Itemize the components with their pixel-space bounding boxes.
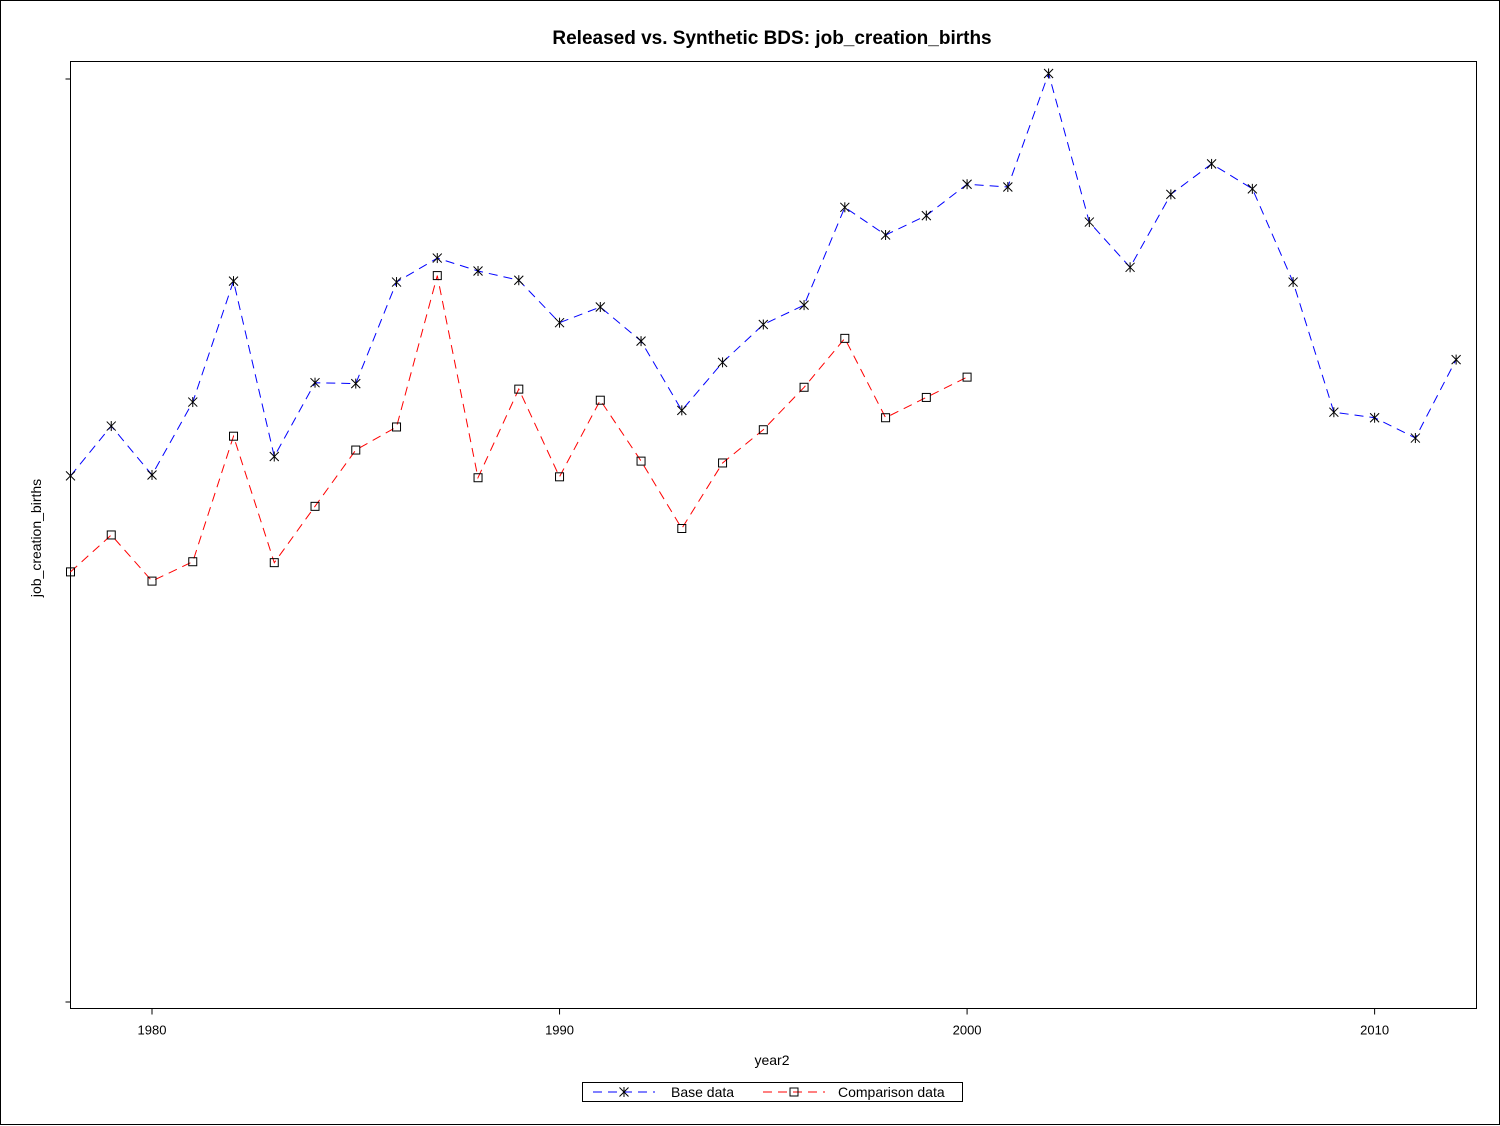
x-tick-label-2000: 2000 bbox=[953, 1023, 982, 1038]
data-point-base-data-2005 bbox=[1165, 189, 1176, 200]
data-point-base-data-2003 bbox=[1084, 217, 1095, 228]
data-point-base-data-1982 bbox=[228, 276, 239, 287]
data-point-comparison-data-1998 bbox=[881, 413, 891, 423]
data-point-base-data-1979 bbox=[106, 421, 117, 432]
data-point-comparison-data-2000 bbox=[962, 372, 972, 382]
data-point-base-data-1989 bbox=[513, 275, 524, 286]
data-point-base-data-2002 bbox=[1043, 68, 1054, 79]
data-point-comparison-data-1995 bbox=[758, 425, 768, 435]
data-point-base-data-1986 bbox=[391, 277, 402, 288]
data-point-comparison-data-1984 bbox=[310, 501, 320, 511]
data-point-base-data-1978 bbox=[65, 470, 76, 481]
data-point-base-data-2011 bbox=[1410, 433, 1421, 444]
legend-marker-comparison-data bbox=[789, 1087, 799, 1097]
data-point-comparison-data-1981 bbox=[188, 557, 198, 567]
data-point-base-data-1998 bbox=[880, 229, 891, 240]
data-point-comparison-data-1994 bbox=[718, 458, 728, 468]
x-tick-label-2010: 2010 bbox=[1360, 1023, 1389, 1038]
data-point-base-data-1994 bbox=[717, 357, 728, 368]
data-point-base-data-1991 bbox=[595, 301, 606, 312]
data-point-base-data-1992 bbox=[636, 336, 646, 347]
data-point-comparison-data-1985 bbox=[351, 445, 361, 455]
data-point-comparison-data-1993 bbox=[677, 524, 687, 534]
data-point-comparison-data-1999 bbox=[921, 392, 931, 402]
data-point-comparison-data-1980 bbox=[147, 576, 157, 586]
data-point-base-data-2008 bbox=[1288, 277, 1298, 288]
data-point-base-data-1997 bbox=[839, 202, 850, 213]
data-point-comparison-data-1992 bbox=[636, 456, 646, 466]
data-point-base-data-2010 bbox=[1369, 412, 1380, 423]
series-comparison-data bbox=[66, 271, 972, 586]
data-point-comparison-data-1989 bbox=[514, 384, 524, 394]
series-line-comparison-data bbox=[70, 275, 968, 582]
data-point-comparison-data-1996 bbox=[799, 382, 809, 392]
series-layer bbox=[65, 68, 1461, 586]
data-point-comparison-data-1987 bbox=[432, 271, 442, 281]
data-point-base-data-1985 bbox=[350, 378, 361, 389]
series-line-base-data bbox=[70, 71, 1457, 477]
legend-box bbox=[582, 1082, 963, 1102]
data-point-comparison-data-1986 bbox=[392, 422, 402, 432]
data-point-base-data-2009 bbox=[1329, 407, 1339, 418]
data-point-base-data-1987 bbox=[432, 253, 443, 264]
legend-items: Base data Comparison data bbox=[593, 1084, 945, 1100]
data-point-comparison-data-1990 bbox=[555, 472, 565, 482]
x-tick-label-1990: 1990 bbox=[545, 1023, 574, 1038]
legend-item-base-data: Base data bbox=[593, 1084, 734, 1100]
data-point-base-data-1981 bbox=[187, 397, 198, 408]
data-point-base-data-2012 bbox=[1451, 354, 1461, 365]
data-point-base-data-1995 bbox=[758, 319, 769, 330]
data-point-comparison-data-1991 bbox=[595, 395, 605, 405]
data-point-base-data-1983 bbox=[269, 451, 280, 462]
data-point-base-data-1984 bbox=[310, 377, 320, 388]
data-point-base-data-2000 bbox=[962, 179, 972, 190]
y-axis-ticks bbox=[65, 78, 71, 1003]
data-point-base-data-1990 bbox=[554, 317, 565, 328]
data-point-base-data-1999 bbox=[921, 210, 932, 221]
data-point-comparison-data-1978 bbox=[66, 567, 75, 577]
data-point-comparison-data-1983 bbox=[269, 558, 279, 568]
data-point-base-data-2004 bbox=[1125, 262, 1135, 273]
data-point-base-data-2007 bbox=[1247, 183, 1258, 194]
chart-title: Released vs. Synthetic BDS: job_creation… bbox=[552, 28, 991, 49]
y-axis-label: job_creation_births bbox=[28, 479, 44, 598]
data-point-comparison-data-1982 bbox=[229, 431, 239, 441]
data-point-comparison-data-1979 bbox=[106, 530, 116, 540]
legend-label-comparison-data: Comparison data bbox=[838, 1084, 945, 1100]
legend-item-comparison-data: Comparison data bbox=[763, 1084, 945, 1100]
data-point-base-data-2001 bbox=[1002, 181, 1013, 192]
x-tick-label-1980: 1980 bbox=[138, 1023, 167, 1038]
data-point-base-data-1996 bbox=[799, 300, 809, 311]
legend-label-base-data: Base data bbox=[671, 1084, 734, 1100]
data-point-base-data-2006 bbox=[1206, 158, 1217, 169]
data-point-base-data-1980 bbox=[147, 469, 157, 480]
series-base-data bbox=[65, 68, 1461, 481]
x-axis-label: year2 bbox=[754, 1052, 789, 1068]
x-axis-ticks: 1980 1990 2000 2010 bbox=[138, 1008, 1389, 1038]
data-point-base-data-1993 bbox=[676, 405, 687, 416]
legend-marker-base-data bbox=[619, 1087, 629, 1097]
plot-area bbox=[70, 61, 1477, 1009]
legend: Base data Comparison data bbox=[582, 1082, 963, 1102]
data-point-comparison-data-1988 bbox=[473, 473, 483, 483]
data-point-comparison-data-1997 bbox=[840, 333, 850, 343]
data-point-base-data-1988 bbox=[473, 265, 483, 276]
